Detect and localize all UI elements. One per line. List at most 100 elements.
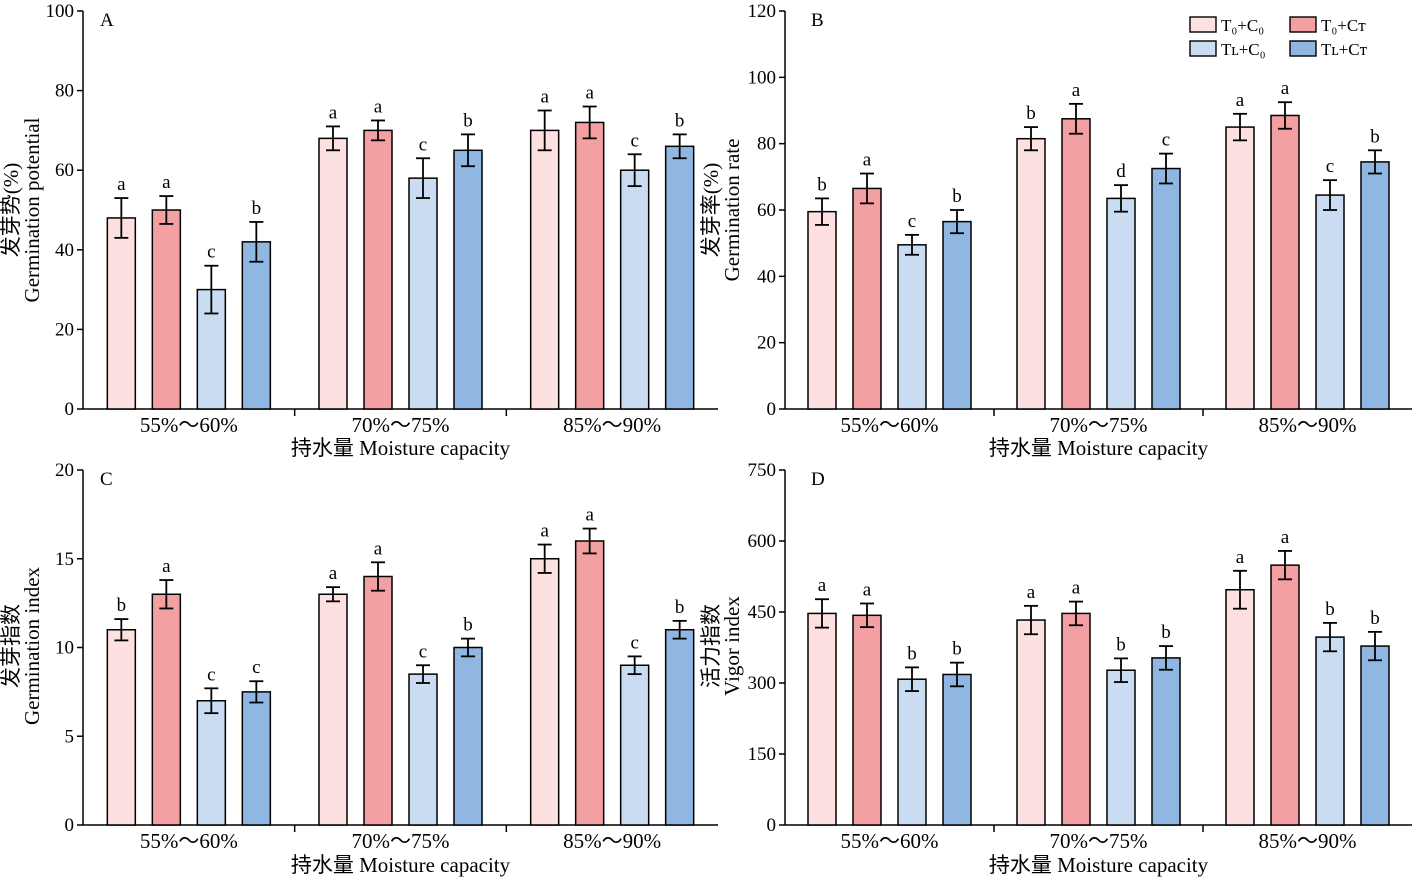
significance-letter: a: [1027, 582, 1036, 603]
bar: [151, 209, 182, 410]
bar: [1360, 645, 1390, 826]
significance-letter: b: [1370, 126, 1380, 147]
significance-letter: c: [419, 134, 427, 155]
significance-letter: b: [1325, 599, 1335, 620]
significance-letter: d: [1116, 161, 1126, 182]
bar: [897, 678, 927, 826]
significance-letter: a: [1281, 527, 1290, 548]
significance-letter: a: [1236, 90, 1245, 111]
x-tick-label: 70%～75%: [1050, 829, 1148, 853]
y-tick-label: 10: [55, 638, 74, 659]
x-tick-label: 55%～60%: [841, 829, 939, 853]
panel-letter: C: [100, 469, 113, 490]
significance-letter: c: [630, 632, 638, 653]
significance-letter: c: [207, 242, 215, 263]
y-tick-label: 750: [748, 460, 777, 481]
x-axis-title: 持水量 Moisture capacity: [291, 853, 511, 877]
significance-letter: c: [252, 657, 260, 678]
y-tick-label: 60: [55, 160, 74, 181]
bar: [408, 177, 438, 410]
y-axis-title-en: Germination rate: [720, 139, 744, 282]
significance-letter: a: [1072, 578, 1081, 599]
x-axis-title: 持水量 Moisture capacity: [989, 436, 1209, 460]
y-axis-title: 发芽势(%)Germination potential: [0, 117, 44, 302]
bar: [1360, 161, 1390, 410]
y-tick-label: 300: [748, 673, 777, 694]
legend-label: T₀+C₀: [1221, 16, 1264, 35]
legend-swatch: [1189, 16, 1217, 33]
significance-letter: b: [117, 595, 127, 616]
significance-letter: b: [817, 174, 827, 195]
bar: [574, 540, 605, 826]
x-tick-label: 55%～60%: [140, 829, 238, 853]
bar: [1315, 636, 1345, 826]
bar: [852, 614, 882, 826]
y-axis-title-cn: 发芽势(%): [0, 163, 23, 257]
y-tick-label: 80: [55, 81, 74, 102]
y-tick-label: 20: [757, 333, 776, 354]
panel-A: 0 20 40 60 80 100 55%～60% a a c b 70%～75% a a c b 85%～90…: [0, 1, 718, 460]
y-axis-title-en: Germination potential: [20, 117, 44, 302]
significance-letter: a: [818, 575, 827, 596]
y-tick-label: 0: [65, 399, 75, 420]
bar: [106, 217, 137, 410]
x-tick-label: 70%～75%: [1050, 413, 1148, 437]
bar: [318, 593, 348, 826]
bar: [1315, 194, 1345, 410]
bar: [807, 210, 837, 410]
y-axis-title-en: Vigor index: [720, 596, 744, 696]
y-tick-label: 120: [748, 1, 777, 22]
panel-letter: A: [100, 10, 114, 31]
bar: [1106, 197, 1136, 410]
significance-letter: a: [374, 538, 383, 559]
panel-C: 0 5 10 15 20 55%～60% b a c c 70%～75% a a c b 85%～90% a a c…: [0, 460, 718, 877]
bar: [241, 241, 272, 410]
bar: [1016, 137, 1046, 410]
bar: [942, 673, 972, 826]
x-tick-label: 55%～60%: [841, 413, 939, 437]
x-tick-label: 70%～75%: [352, 413, 450, 437]
bar: [453, 149, 483, 410]
bar: [1061, 118, 1091, 410]
legend-label: Tʟ+C₀: [1221, 40, 1266, 59]
y-tick-label: 80: [757, 134, 776, 155]
x-tick-label: 85%～90%: [563, 413, 661, 437]
y-tick-label: 40: [757, 266, 776, 287]
significance-letter: b: [1161, 622, 1171, 643]
bar: [574, 121, 605, 410]
bar: [1270, 114, 1300, 410]
significance-letter: a: [374, 96, 383, 117]
bar: [241, 691, 272, 826]
bar: [1151, 167, 1181, 410]
bar: [453, 646, 483, 826]
bar: [363, 575, 393, 826]
significance-letter: a: [117, 174, 126, 195]
y-axis-title: 发芽率(%)Germination rate: [699, 139, 744, 282]
significance-letter: a: [863, 150, 872, 171]
x-tick-label: 85%～90%: [1259, 413, 1357, 437]
significance-letter: a: [329, 563, 338, 584]
y-tick-label: 600: [748, 531, 777, 552]
y-tick-label: 5: [65, 726, 75, 747]
significance-letter: b: [675, 597, 685, 618]
y-tick-label: 0: [767, 815, 777, 836]
y-tick-label: 100: [748, 67, 777, 88]
bar: [1106, 669, 1136, 826]
y-tick-label: 150: [748, 744, 777, 765]
y-tick-label: 450: [748, 602, 777, 623]
bar: [318, 137, 348, 410]
bar: [1225, 589, 1255, 826]
bar: [619, 664, 650, 826]
bar: [1016, 619, 1046, 826]
y-tick-label: 15: [55, 549, 74, 570]
legend-label: T₀+Cᴛ: [1321, 16, 1366, 35]
significance-letter: b: [252, 198, 262, 219]
panel-B: 0 20 40 60 80 100 120 55%～60% b a c b 70%～75% b a d c 85%…: [699, 1, 1412, 460]
significance-letter: a: [1236, 547, 1245, 568]
significance-letter: a: [540, 87, 549, 108]
bar: [529, 558, 560, 826]
legend: T₀+C₀ T₀+Cᴛ Tʟ+C₀ Tʟ+Cᴛ: [1189, 16, 1368, 59]
bar: [619, 169, 650, 410]
bar: [529, 129, 560, 410]
y-tick-label: 0: [767, 399, 777, 420]
